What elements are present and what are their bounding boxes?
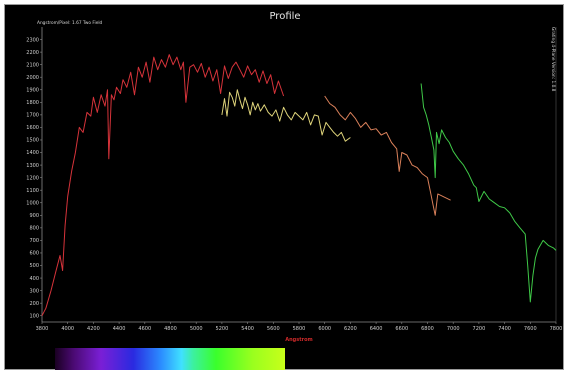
y-tick-label: 100	[29, 313, 39, 319]
y-tick-label: 1400	[26, 150, 39, 156]
y-tick-label: 400	[29, 276, 39, 282]
y-tick-label: 300	[29, 288, 39, 294]
y-tick-label: 500	[29, 263, 39, 269]
x-tick-label: 5800	[293, 326, 306, 332]
x-ticks: 3800 4000 4200 4400 4600 4800 5000 5200 5400 5600…	[36, 322, 563, 332]
x-tick-label: 7800	[550, 326, 563, 332]
y-tick-label: 1500	[26, 138, 39, 144]
y-tick-label: 2000	[26, 75, 39, 81]
x-tick-label: 4200	[87, 326, 100, 332]
y-tick-label: 2300	[26, 37, 39, 43]
y-tick-label: 2100	[26, 62, 39, 68]
series-group	[41, 54, 557, 316]
y-tick-label: 700	[29, 238, 39, 244]
chart-subtitle: Angstrom/Pixel: 1.67 Two Field	[37, 20, 103, 26]
y-tick-label: 600	[29, 251, 39, 257]
x-tick-label: 6200	[344, 326, 357, 332]
profile-window: Profile Angstrom/Pixel: 1.67 Two Field G…	[4, 4, 564, 370]
x-tick-label: 6600	[395, 326, 408, 332]
x-tick-label: 4400	[113, 326, 126, 332]
x-tick-label: 6400	[370, 326, 383, 332]
y-tick-label: 800	[29, 226, 39, 232]
side-label: Grating 4-Plane Version: 1.0.8	[550, 27, 556, 92]
y-tick-label: 1800	[26, 100, 39, 106]
chart-title: Profile	[269, 11, 300, 22]
series-line-2	[221, 89, 351, 142]
x-tick-label: 6000	[318, 326, 331, 332]
x-tick-label: 7400	[498, 326, 511, 332]
spectrum-strip	[55, 348, 285, 370]
x-tick-label: 7600	[524, 326, 537, 332]
y-tick-label: 900	[29, 213, 39, 219]
y-tick-label: 1700	[26, 113, 39, 119]
y-tick-label: 2200	[26, 50, 39, 56]
y-tick-label: 200	[29, 301, 39, 307]
x-tick-label: 4600	[138, 326, 151, 332]
x-tick-label: 5400	[241, 326, 254, 332]
x-tick-label: 5200	[216, 326, 229, 332]
x-tick-label: 7000	[447, 326, 460, 332]
x-tick-label: 4000	[61, 326, 74, 332]
x-tick-label: 5000	[190, 326, 203, 332]
series-line-3	[324, 95, 451, 216]
axes	[41, 27, 557, 323]
y-tick-label: 1300	[26, 163, 39, 169]
y-tick-label: 1200	[26, 175, 39, 181]
x-tick-label: 6800	[421, 326, 434, 332]
y-tick-label: 1600	[26, 125, 39, 131]
series-line-4	[420, 83, 557, 303]
x-tick-label: 4800	[164, 326, 177, 332]
x-axis-label: Angstrom	[285, 337, 313, 343]
y-tick-label: 1100	[26, 188, 39, 194]
y-tick-label: 1900	[26, 87, 39, 93]
x-tick-label: 5600	[267, 326, 280, 332]
x-tick-label: 3800	[36, 326, 49, 332]
y-tick-label: 1000	[26, 200, 39, 206]
x-tick-label: 7200	[473, 326, 486, 332]
series-line-1	[41, 54, 285, 316]
profile-chart: Profile Angstrom/Pixel: 1.67 Two Field G…	[26, 11, 563, 370]
y-ticks: 100 200 300 400 500 600 700 800 900 1000 1100 1200 1…	[26, 37, 42, 319]
